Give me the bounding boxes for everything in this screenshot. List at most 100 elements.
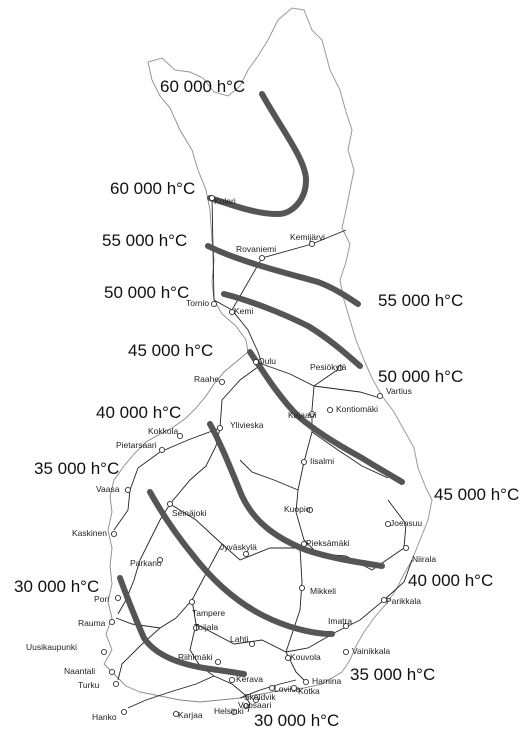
isoline-60000 bbox=[207, 91, 309, 217]
town-marker bbox=[326, 406, 334, 414]
town-label: Tampere bbox=[192, 608, 225, 618]
town-marker bbox=[258, 254, 266, 262]
town-marker bbox=[242, 550, 250, 558]
town-marker bbox=[158, 446, 166, 454]
town-label: Uusikaupunki bbox=[26, 642, 77, 652]
town-marker bbox=[100, 648, 108, 656]
town-label: Kokkola bbox=[148, 426, 179, 436]
town-marker bbox=[268, 684, 276, 692]
town-label: Iisalmi bbox=[310, 456, 334, 466]
town-marker bbox=[402, 544, 410, 552]
town-label: Riihimäki bbox=[178, 652, 213, 662]
town-marker bbox=[114, 594, 122, 602]
town-label: Kerava bbox=[236, 674, 263, 684]
town-marker bbox=[284, 654, 292, 662]
town-marker bbox=[208, 194, 216, 202]
town-marker bbox=[336, 364, 344, 372]
isoline-50000 bbox=[221, 291, 363, 369]
town-marker bbox=[290, 684, 298, 692]
town-label: Oulu bbox=[258, 356, 276, 366]
town-label: Kontiomäki bbox=[336, 404, 378, 414]
isoline-label: 45 000 h°C bbox=[128, 341, 213, 360]
town-label: Kaskinen bbox=[72, 528, 107, 538]
town-marker bbox=[342, 648, 350, 656]
town-label: Rovaniemi bbox=[236, 244, 276, 254]
town-marker bbox=[218, 378, 226, 386]
town-marker bbox=[252, 696, 260, 704]
town-marker bbox=[188, 598, 196, 606]
town-marker bbox=[172, 710, 180, 718]
town-marker bbox=[300, 540, 308, 548]
isoline-label: 45 000 h°C bbox=[434, 485, 519, 504]
town-label: Seinäjoki bbox=[172, 508, 207, 518]
isoline-40000 bbox=[207, 421, 385, 569]
isoline-30000 bbox=[117, 575, 247, 677]
town-label: Ylivieska bbox=[230, 420, 264, 430]
town-label: Pori bbox=[94, 594, 109, 604]
town-marker bbox=[230, 708, 238, 716]
town-label: Kemijärvi bbox=[290, 232, 325, 242]
isoline-45000 bbox=[247, 349, 405, 485]
town-label: Kotka bbox=[298, 686, 320, 696]
town-marker bbox=[228, 676, 236, 684]
town-marker bbox=[342, 622, 350, 630]
town-label: Kuopio bbox=[284, 504, 311, 514]
town-marker bbox=[242, 702, 250, 710]
isolines bbox=[117, 91, 405, 677]
isoline-label: 60 000 h°C bbox=[110, 179, 195, 198]
town-label: Kajaani bbox=[288, 410, 316, 420]
town-label: Niirala bbox=[412, 554, 436, 564]
town-label: Imatra bbox=[328, 616, 352, 626]
town-label: Vainikkala bbox=[352, 646, 390, 656]
town-marker bbox=[306, 506, 314, 514]
isoline-label: 55 000 h°C bbox=[378, 291, 463, 310]
town-label: Toijala bbox=[194, 622, 218, 632]
isoline-label: 60 000 h°C bbox=[160, 77, 245, 96]
town-label: Joensuu bbox=[390, 518, 422, 528]
isoline-labels: 60 000 h°C 60 000 h°C 55 000 h°C 55 000 … bbox=[14, 77, 519, 730]
isoline-label: 30 000 h°C bbox=[254, 711, 339, 730]
isoline-35000 bbox=[147, 489, 335, 637]
town-label: Kolari bbox=[214, 196, 236, 206]
town-label: Karjaa bbox=[178, 710, 203, 720]
town-label: Helsinki bbox=[214, 706, 244, 716]
town-label: Turku bbox=[78, 680, 100, 690]
town-marker bbox=[166, 500, 174, 508]
town-label: Tornio bbox=[186, 298, 209, 308]
isoline-label: 40 000 h°C bbox=[96, 403, 181, 422]
town-label: Loviisa bbox=[274, 684, 301, 694]
town-marker bbox=[112, 680, 120, 688]
town-marker bbox=[300, 458, 308, 466]
town-marker bbox=[192, 624, 200, 632]
town-label: Kemi bbox=[234, 306, 253, 316]
coastline bbox=[103, 61, 343, 703]
isoline-label: 55 000 h°C bbox=[102, 231, 187, 250]
railway-network bbox=[113, 197, 413, 713]
town-marker bbox=[210, 300, 218, 308]
town-label: Vartius bbox=[386, 386, 412, 396]
town-label: Lahti bbox=[230, 634, 249, 644]
town-label: Jyväskylä bbox=[220, 542, 257, 552]
town-label: Pesiökylä bbox=[310, 362, 347, 372]
town-marker bbox=[308, 410, 316, 418]
town-label: Parikkala bbox=[386, 596, 421, 606]
isoline-label: 35 000 h°C bbox=[34, 459, 119, 478]
isoline-label: 40 000 h°C bbox=[408, 571, 493, 590]
town-label: Sköldvik bbox=[244, 692, 276, 702]
town-marker bbox=[376, 392, 384, 400]
national-border bbox=[147, 7, 433, 673]
town-marker bbox=[302, 678, 310, 686]
town-marker bbox=[380, 596, 388, 604]
town-marker bbox=[252, 358, 260, 366]
town-label: Vuosaari bbox=[238, 700, 271, 710]
town-marker bbox=[120, 708, 128, 716]
town-marker bbox=[156, 556, 164, 564]
town-marker bbox=[298, 584, 306, 592]
town-label: Vaasa bbox=[96, 484, 120, 494]
town-label: Hamina bbox=[312, 676, 342, 686]
town-marker bbox=[214, 658, 222, 666]
isoline-label: 50 000 h°C bbox=[378, 367, 463, 386]
town-label: Parkano bbox=[130, 558, 162, 568]
towns: Kolari Rovaniemi Kemijärvi Tornio Kemi O… bbox=[26, 194, 436, 722]
